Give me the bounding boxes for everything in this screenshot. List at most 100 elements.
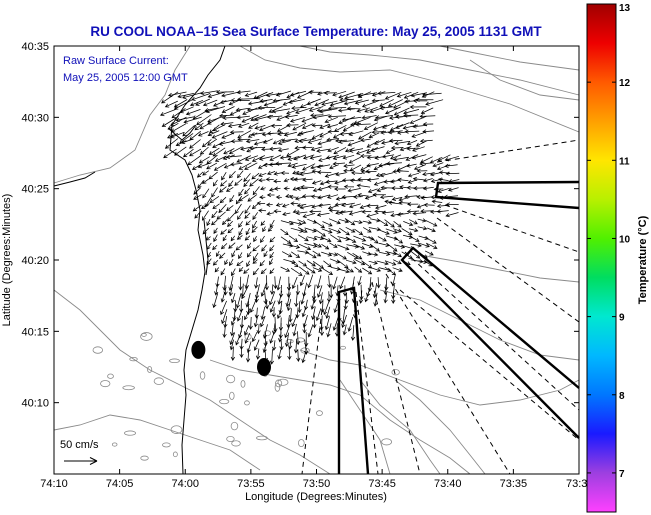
current-vector [413,164,427,170]
current-vector [369,266,382,272]
current-vector [195,98,211,106]
current-vector [391,290,396,304]
current-vector [285,292,291,308]
current-vector [329,100,348,107]
current-vector [353,194,363,200]
current-vector [258,208,267,213]
current-vector [239,346,244,359]
current-vector [349,122,361,127]
current-vector [263,250,268,258]
current-vector [317,203,331,208]
current-vector [237,122,250,128]
current-vector [385,228,398,234]
current-vector [347,188,361,193]
current-vector [284,323,291,339]
station-dots [191,340,271,376]
current-vector [213,227,218,234]
colorbar-tick-label: 10 [619,234,631,245]
current-vector [381,140,396,145]
current-vector [244,235,251,241]
current-vector [212,179,218,187]
radial-dashed-line [355,291,379,475]
current-vector [311,132,324,140]
current-vector [293,338,299,354]
current-vector [214,155,227,162]
current-vector [348,130,364,137]
current-vector [187,154,202,166]
current-vector [422,186,434,191]
current-vector [376,277,381,289]
current-vector [194,122,204,131]
current-vector [393,221,402,228]
current-vector [370,146,385,152]
current-vector [277,148,289,153]
current-vector [309,209,322,214]
current-vector [281,138,297,143]
current-vector [378,163,395,168]
current-vector [312,267,323,272]
current-vector [236,155,252,163]
current-vector [432,162,444,168]
current-vector [182,125,195,137]
x-tick-label: 74:10 [40,478,68,490]
current-vector [305,266,316,274]
current-vector [298,266,310,275]
current-vector [206,162,218,170]
current-vector [301,194,313,199]
bathymetry-speckle [129,356,138,362]
current-vector [342,324,347,336]
current-vector [312,315,317,329]
current-vector [292,186,299,191]
current-vector [320,236,332,243]
current-vector [379,105,394,111]
current-vector [269,268,275,275]
current-vector [305,251,317,259]
current-vector [348,148,364,153]
current-vector [280,170,290,176]
current-vector [236,235,243,240]
current-vector [251,155,265,162]
current-vector [420,107,434,115]
bathymetry-speckle [315,410,323,416]
current-vector [401,228,413,236]
current-vector [245,139,260,144]
current-vector [385,148,396,154]
current-vector [324,316,330,331]
bathymetry-speckle [285,339,294,344]
current-vector [202,227,209,235]
current-vector [338,210,353,215]
current-vector [327,184,339,189]
current-vector [301,307,307,318]
current-vector [321,243,330,250]
current-vector [412,98,428,104]
current-vector [212,147,226,157]
scale-legend: 50 cm/s [60,439,99,465]
current-vector [275,195,282,200]
radial-dashed-line [404,251,580,411]
current-vector [325,306,331,319]
current-vector [384,219,395,228]
current-vector [403,109,420,115]
bathymetry-speckle [256,435,268,441]
current-vector [393,259,402,265]
current-vector [189,99,204,107]
current-vector [317,285,323,298]
current-vector [273,209,282,214]
current-vector [260,315,266,328]
current-vector [230,292,236,304]
current-vector [407,172,420,178]
current-vector [302,145,313,150]
current-vector [395,122,410,129]
current-vector [342,123,356,132]
current-vector [425,220,438,227]
current-vector [235,195,243,205]
current-vector [324,172,339,178]
current-vector [180,138,194,145]
current-vector [252,220,258,229]
current-vector [250,132,266,137]
current-vector [311,284,317,301]
chart-title: RU COOL NOAA–15 Sea Surface Temperature:… [90,24,542,39]
current-vector [205,106,226,114]
current-vector [227,220,233,228]
current-vector [379,194,394,200]
